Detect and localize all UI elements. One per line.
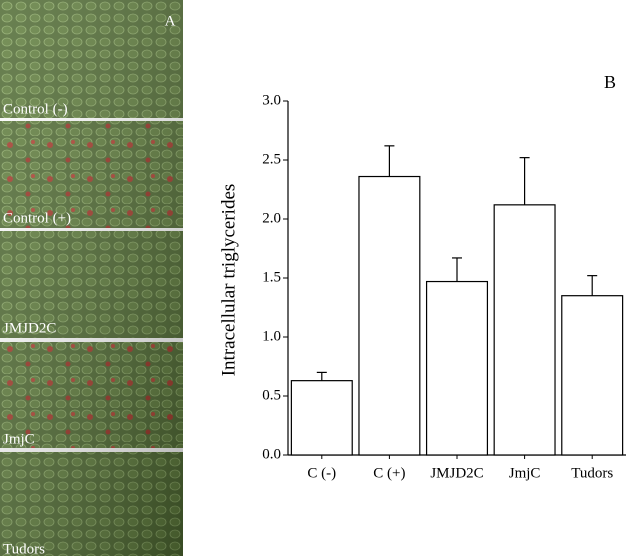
bar <box>425 280 489 456</box>
image-label: Control (+) <box>3 210 71 226</box>
bar <box>290 380 353 456</box>
image-label: JmjC <box>3 431 35 447</box>
y-tick-label: 3.0 <box>262 92 281 108</box>
x-tick-label: JMJD2C <box>430 465 483 481</box>
image-label: JMJD2C <box>3 320 56 336</box>
y-axis-label: Intracellular triglycerides <box>218 184 239 377</box>
y-tick-label: 2.5 <box>262 151 281 167</box>
image-label: Control (-) <box>3 101 68 117</box>
y-tick-label: 1.0 <box>262 328 281 344</box>
y-tick-label: 0.5 <box>262 387 281 403</box>
panel-label: A <box>165 13 176 29</box>
shading <box>0 0 183 556</box>
y-tick-label: 0.0 <box>262 446 281 462</box>
panel-label: B <box>604 72 616 92</box>
x-tick-label: Tudors <box>571 465 613 481</box>
panel-a: A Control (-) Control (+) JMJD2C JmjC Tu… <box>0 0 183 556</box>
x-tick-label: JmjC <box>509 465 541 481</box>
bar <box>493 204 556 456</box>
image-label: Tudors <box>3 541 45 556</box>
y-tick-label: 1.5 <box>262 269 281 285</box>
bar <box>561 295 624 456</box>
x-tick-label: C (+) <box>373 465 405 481</box>
bar <box>358 175 421 456</box>
x-tick-label: C (-) <box>307 465 336 481</box>
y-tick-label: 2.0 <box>262 210 281 226</box>
